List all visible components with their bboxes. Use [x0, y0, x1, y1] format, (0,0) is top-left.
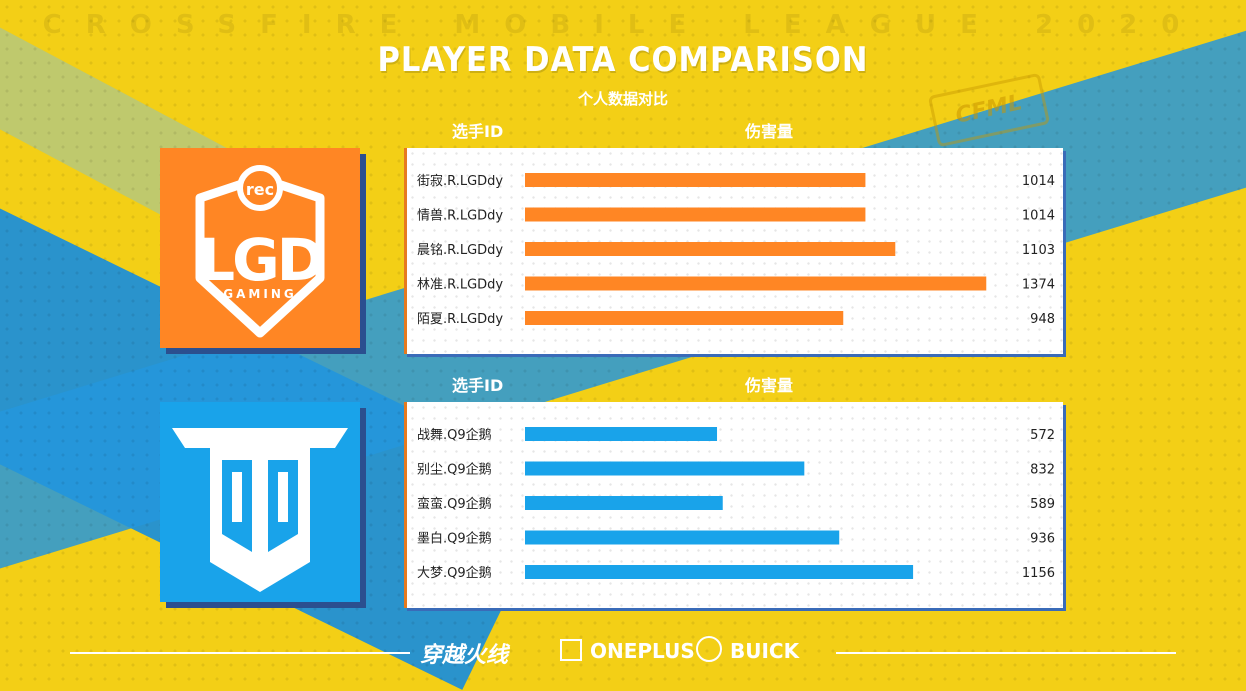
damage-value-label: 832: [1030, 463, 1055, 478]
damage-bar: [525, 461, 805, 476]
column-label-damage: 伤害量: [745, 376, 794, 395]
player-name-label: 晨铭.R.LGDdy: [417, 243, 503, 258]
player-name-label: 大梦.Q9企鹅: [417, 565, 492, 581]
q9-logo-icon: [172, 428, 348, 592]
damage-bar: [525, 565, 914, 579]
player-name-label: 蛮蛮.Q9企鹅: [417, 496, 492, 512]
page-title: PLAYER DATA COMPARISON: [377, 40, 869, 80]
damage-value-label: 589: [1030, 497, 1055, 512]
footer-divider: [836, 652, 1176, 654]
player-name-label: 别尘.Q9企鹅: [417, 462, 492, 478]
player-name-label: 陌夏.R.LGDdy: [417, 312, 503, 327]
damage-bar: [525, 427, 718, 441]
oneplus-logo: ONEPLUS: [590, 639, 695, 663]
player-name-label: 墨白.Q9企鹅: [417, 531, 492, 547]
player-name-label: 林准.R.LGDdy: [417, 278, 503, 293]
damage-chart-q9: 战舞.Q9企鹅 572 别尘.Q9企鹅 832 蛮蛮.Q9企鹅 589 墨白.Q9企鹅 936…: [404, 402, 1063, 608]
svg-text:LGD: LGD: [198, 226, 323, 294]
footer-divider: [70, 652, 410, 654]
damage-bar: [525, 207, 866, 222]
damage-bar: [525, 496, 723, 510]
lgd-logo-icon: rec LGD GAMING: [195, 165, 326, 338]
svg-text:GAMING: GAMING: [223, 287, 296, 301]
damage-value-label: 1014: [1022, 174, 1055, 189]
page-subtitle: 个人数据对比: [577, 90, 668, 108]
league-watermark: CROSSFIRE MOBILE LEAGUE 2020: [42, 10, 1204, 40]
team-logo-lgd: rec LGD GAMING: [160, 148, 360, 348]
damage-value-label: 572: [1030, 428, 1055, 443]
player-name-label: 情兽.R.LGDdy: [417, 209, 503, 224]
damage-bar: [525, 530, 840, 545]
team-logo-q9: [160, 402, 360, 602]
buick-logo: BUICK: [730, 639, 800, 663]
damage-bar: [525, 173, 866, 187]
oneplus-icon: [560, 639, 582, 661]
chart-svg: 战舞.Q9企鹅 572 别尘.Q9企鹅 832 蛮蛮.Q9企鹅 589 墨白.Q9企鹅 936…: [417, 427, 1055, 581]
damage-value-label: 1374: [1022, 278, 1055, 293]
crossfire-logo: 穿越火线: [420, 643, 509, 668]
sponsor-bar: 穿越火线 ONEPLUS BUICK: [420, 633, 840, 673]
damage-bar: [525, 242, 896, 256]
damage-value-label: 948: [1030, 312, 1055, 327]
svg-text:rec: rec: [246, 180, 274, 199]
buick-icon: [696, 636, 722, 662]
player-name-label: 战舞.Q9企鹅: [417, 427, 492, 443]
damage-value-label: 1014: [1022, 209, 1055, 224]
damage-value-label: 936: [1030, 532, 1055, 547]
column-label-player-id: 选手ID: [452, 122, 504, 141]
damage-bar: [525, 276, 987, 291]
column-label-damage: 伤害量: [745, 122, 794, 141]
player-name-label: 街寂.R.LGDdy: [417, 173, 503, 189]
damage-bar: [525, 311, 844, 325]
damage-value-label: 1156: [1022, 566, 1055, 581]
chart-svg: 街寂.R.LGDdy 1014 情兽.R.LGDdy 1014 晨铭.R.LGDdy 11…: [417, 173, 1055, 327]
column-label-player-id: 选手ID: [452, 376, 504, 395]
damage-value-label: 1103: [1022, 243, 1055, 258]
damage-chart-lgd: 街寂.R.LGDdy 1014 情兽.R.LGDdy 1014 晨铭.R.LGDdy 11…: [404, 148, 1063, 354]
